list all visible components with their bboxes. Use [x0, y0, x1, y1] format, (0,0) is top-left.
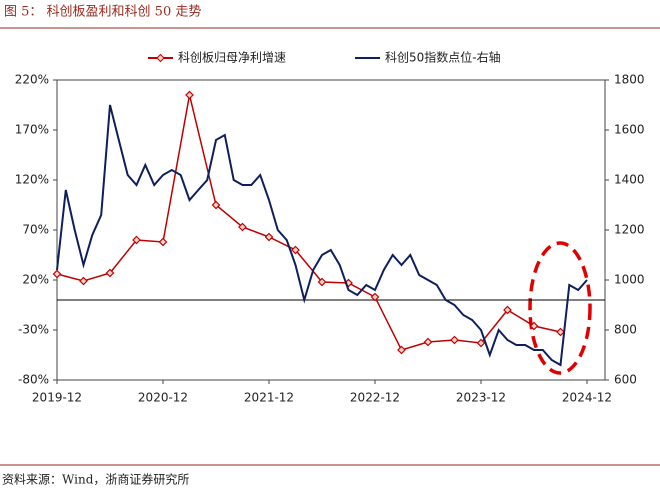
series-line: [56, 104, 588, 367]
y-tick-label: 120%: [15, 173, 49, 187]
point-marker: [238, 222, 247, 232]
y2-tick-label: 800: [614, 323, 637, 337]
series-line: [56, 94, 561, 351]
point-marker: [105, 268, 115, 278]
point-marker: [476, 338, 486, 348]
chart-title: 图 5： 科创板盈利和科创 50 走势: [4, 4, 201, 20]
point-marker: [185, 90, 194, 100]
legend-marker: [156, 53, 165, 63]
point-marker: [450, 335, 459, 345]
point-marker: [556, 327, 565, 337]
point-marker: [397, 345, 406, 355]
y2-tick-label: 1000: [614, 273, 645, 287]
y2-tick-label: 1200: [614, 223, 645, 237]
y-tick-label: 220%: [15, 73, 49, 87]
y-tick-label: -80%: [18, 373, 49, 387]
point-marker: [503, 305, 512, 315]
y-tick-label: 170%: [15, 123, 49, 137]
y-tick-label: 20%: [22, 273, 49, 287]
point-marker: [423, 337, 433, 347]
y2-tick-label: 600: [614, 373, 637, 387]
source-note: 资料来源：Wind，浙商证券研究所: [2, 472, 189, 487]
point-marker: [291, 245, 300, 255]
point-marker: [370, 292, 380, 302]
y-tick-label: -30%: [18, 323, 49, 337]
x-tick-label: 2021-12: [244, 391, 294, 405]
y2-tick-label: 1400: [614, 173, 645, 187]
legend-label: 科创50指数点位-右轴: [385, 50, 501, 65]
x-tick-label: 2024-12: [562, 391, 612, 405]
point-marker: [132, 235, 141, 245]
x-tick-label: 2022-12: [350, 391, 400, 405]
highlight-ellipse: [528, 241, 592, 375]
point-marker: [264, 232, 274, 242]
y-tick-label: 70%: [22, 223, 49, 237]
point-marker: [79, 276, 88, 286]
legend-label: 科创板归母净利增速: [178, 51, 286, 65]
y2-tick-label: 1600: [614, 123, 645, 137]
x-tick-label: 2023-12: [456, 391, 506, 405]
plot-frame: [56, 79, 606, 381]
x-tick-label: 2019-12: [32, 391, 82, 405]
point-marker: [211, 200, 221, 210]
point-marker: [317, 277, 327, 287]
x-tick-label: 2020-12: [138, 391, 188, 405]
point-marker: [158, 237, 168, 247]
point-marker: [52, 269, 62, 279]
y2-tick-label: 1800: [614, 73, 645, 87]
point-marker: [529, 321, 539, 331]
